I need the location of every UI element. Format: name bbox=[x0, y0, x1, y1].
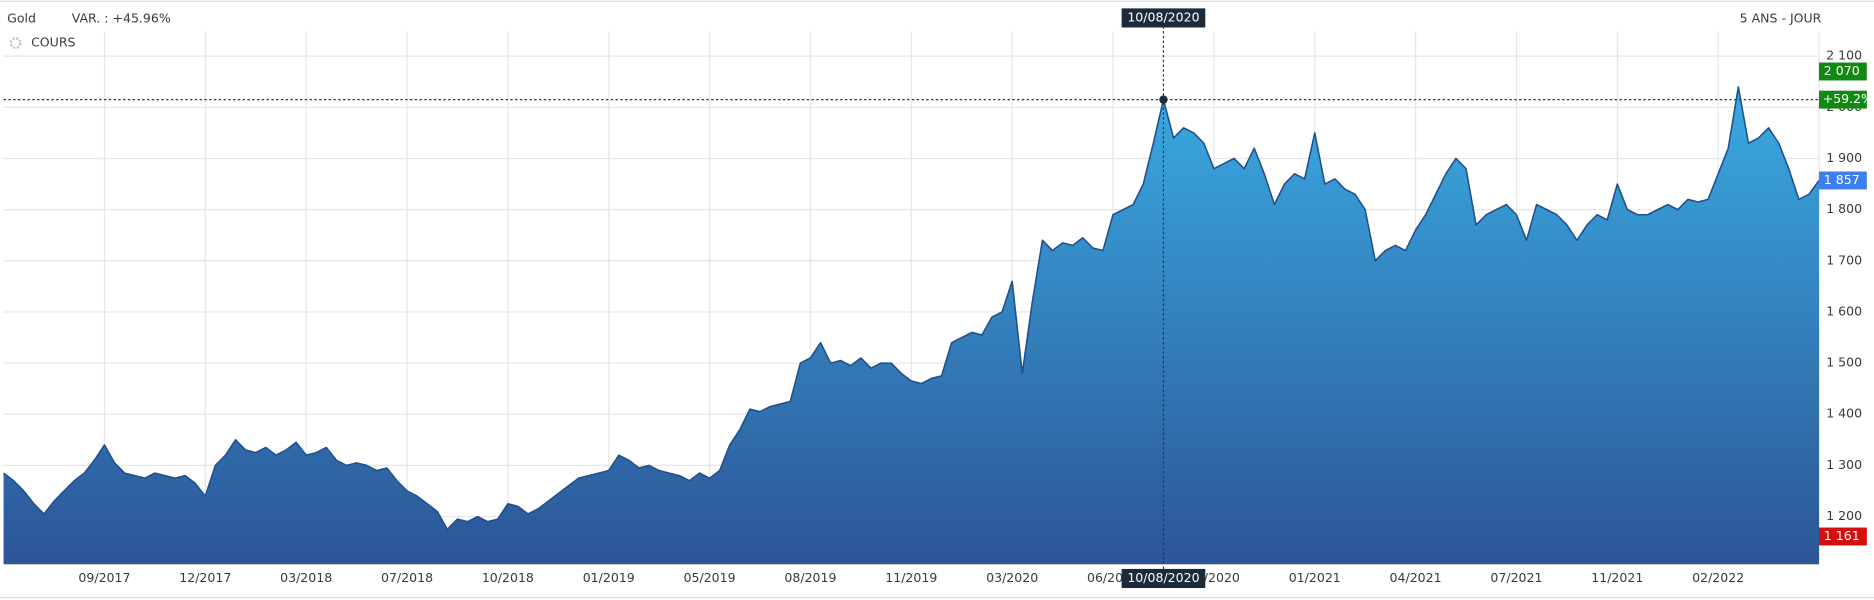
legend-label: COURS bbox=[31, 35, 75, 50]
x-tick-label: 07/2021 bbox=[1490, 570, 1542, 585]
x-tick-label: 12/2017 bbox=[179, 570, 231, 585]
crosshair-date-bottom-bg bbox=[1121, 568, 1206, 589]
x-tick-label: 04/2021 bbox=[1390, 570, 1442, 585]
crosshair-point bbox=[1159, 95, 1168, 104]
x-tick-label: 03/2018 bbox=[280, 570, 332, 585]
y-tick-label: 1 600 bbox=[1826, 303, 1862, 318]
crosshair-date-top-bg bbox=[1121, 8, 1206, 28]
y-tick-label: 1 200 bbox=[1826, 508, 1862, 523]
y-tick-label: 1 900 bbox=[1826, 150, 1862, 165]
period-label: 5 ANS - JOUR bbox=[1740, 11, 1822, 26]
x-tick-label: 03/2020 bbox=[986, 570, 1038, 585]
y-tick-label: 1 400 bbox=[1826, 406, 1862, 421]
y-tick-label: 1 700 bbox=[1826, 252, 1862, 267]
crosshair-date-bottom: 10/08/2020 bbox=[1127, 570, 1199, 585]
price-badge-label: 1 161 bbox=[1824, 528, 1860, 543]
price-badge bbox=[1819, 62, 1867, 81]
price-badge-label: 2 070 bbox=[1824, 63, 1860, 78]
legend-icon bbox=[9, 37, 22, 50]
change-badge-label: +59.2% bbox=[1823, 91, 1873, 106]
y-tick-label: 1 300 bbox=[1826, 457, 1862, 472]
chart-subtitle: VAR. : +45.96% bbox=[72, 11, 171, 26]
x-tick-label: 02/2022 bbox=[1692, 570, 1744, 585]
x-tick-label: 08/2019 bbox=[784, 570, 836, 585]
price-badge bbox=[1819, 171, 1867, 190]
crosshair-date-top: 10/08/2020 bbox=[1127, 9, 1199, 24]
line bbox=[3, 86, 1820, 531]
chart-title: Gold bbox=[7, 11, 36, 26]
x-tick-label: 09/2017 bbox=[78, 570, 130, 585]
x-tick-label: 01/2021 bbox=[1289, 570, 1341, 585]
x-tick-label: 10/2018 bbox=[482, 570, 534, 585]
x-tick-label: 07/2018 bbox=[381, 570, 433, 585]
price-badge-label: 1 857 bbox=[1824, 172, 1860, 187]
y-tick-label: 2 100 bbox=[1826, 48, 1862, 63]
change-badge bbox=[1819, 90, 1867, 109]
y-tick-label: 1 500 bbox=[1826, 355, 1862, 370]
y-tick-label: 1 800 bbox=[1826, 201, 1862, 216]
price-badge bbox=[1819, 527, 1867, 546]
area bbox=[3, 86, 1820, 565]
x-tick-label: 05/2019 bbox=[684, 570, 736, 585]
x-tick-label: 11/2019 bbox=[885, 570, 937, 585]
x-tick-label: 11/2021 bbox=[1591, 570, 1643, 585]
x-tick-label: 01/2019 bbox=[583, 570, 635, 585]
